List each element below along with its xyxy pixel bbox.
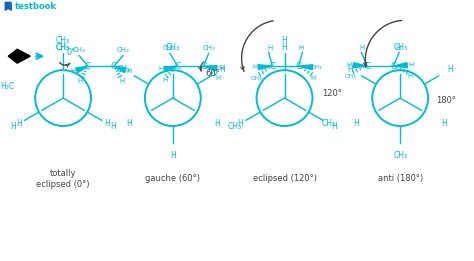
Polygon shape: [258, 65, 273, 70]
Text: CH₃: CH₃: [56, 36, 70, 45]
Text: H: H: [408, 73, 413, 79]
Text: H: H: [348, 65, 354, 74]
Text: CH₃: CH₃: [56, 43, 70, 52]
Polygon shape: [204, 66, 217, 71]
Text: C: C: [295, 62, 301, 71]
Text: CH₃: CH₃: [393, 151, 407, 160]
Text: CH₃: CH₃: [202, 45, 215, 51]
Polygon shape: [299, 65, 313, 70]
Text: CH₃: CH₃: [56, 43, 70, 52]
Text: CH₃: CH₃: [393, 43, 407, 52]
Text: H: H: [162, 77, 167, 83]
Text: CH₃: CH₃: [251, 76, 263, 81]
Text: H: H: [346, 62, 352, 68]
Text: H: H: [127, 68, 132, 74]
Text: H: H: [252, 64, 257, 70]
Text: CH₃: CH₃: [73, 48, 85, 54]
Text: H: H: [282, 43, 287, 52]
Text: H: H: [267, 45, 272, 51]
Text: CH₃: CH₃: [310, 65, 322, 70]
Text: C: C: [390, 62, 396, 71]
Polygon shape: [8, 49, 30, 63]
Text: C: C: [201, 62, 207, 71]
Text: H: H: [396, 45, 401, 51]
Text: C: C: [364, 62, 370, 71]
Text: H: H: [219, 65, 225, 74]
Text: H: H: [331, 122, 337, 131]
Text: totally
eclipsed (0°): totally eclipsed (0°): [36, 169, 90, 188]
Text: gauche (60°): gauche (60°): [146, 174, 201, 183]
Text: H: H: [409, 62, 414, 68]
Text: H: H: [10, 122, 17, 131]
Text: H: H: [360, 45, 365, 51]
Polygon shape: [76, 66, 88, 73]
Text: 180°: 180°: [436, 96, 456, 105]
Text: H: H: [119, 78, 125, 84]
Text: CH₃: CH₃: [345, 74, 356, 79]
Text: H: H: [237, 119, 243, 128]
Text: C: C: [269, 62, 276, 71]
Text: CH₃: CH₃: [163, 45, 175, 51]
Text: H: H: [170, 151, 176, 160]
Polygon shape: [353, 63, 367, 68]
Text: H: H: [70, 68, 75, 74]
Polygon shape: [114, 66, 126, 73]
Text: H: H: [299, 45, 304, 51]
Text: H₃C: H₃C: [0, 82, 14, 91]
Text: H: H: [158, 66, 164, 72]
Text: H: H: [77, 78, 82, 84]
Polygon shape: [393, 63, 407, 68]
Text: 60°: 60°: [205, 69, 220, 78]
Text: H: H: [441, 119, 447, 128]
Polygon shape: [5, 2, 11, 10]
Text: testbook: testbook: [15, 2, 57, 11]
Text: C: C: [85, 62, 91, 71]
Text: C: C: [111, 62, 117, 71]
Text: H: H: [218, 65, 223, 71]
Text: H: H: [104, 119, 110, 128]
Text: H: H: [110, 122, 116, 131]
Text: H: H: [215, 75, 220, 81]
Text: 0°: 0°: [66, 48, 76, 57]
Text: H: H: [16, 119, 22, 128]
Text: H: H: [126, 119, 132, 128]
Text: CH₃: CH₃: [116, 65, 130, 74]
Text: C: C: [174, 62, 181, 71]
Text: H: H: [311, 75, 316, 81]
Text: anti (180°): anti (180°): [378, 174, 423, 183]
Text: CH₃: CH₃: [166, 43, 180, 52]
Text: eclipsed (120°): eclipsed (120°): [253, 174, 317, 183]
Text: CH₃: CH₃: [228, 122, 242, 131]
Polygon shape: [164, 66, 178, 72]
Text: H: H: [214, 119, 219, 128]
Text: H: H: [353, 119, 359, 128]
Text: CH₃: CH₃: [117, 48, 129, 54]
Text: CH₃: CH₃: [321, 119, 336, 128]
Text: H: H: [447, 65, 453, 74]
Text: 120°: 120°: [322, 88, 342, 98]
Text: H: H: [282, 36, 287, 45]
